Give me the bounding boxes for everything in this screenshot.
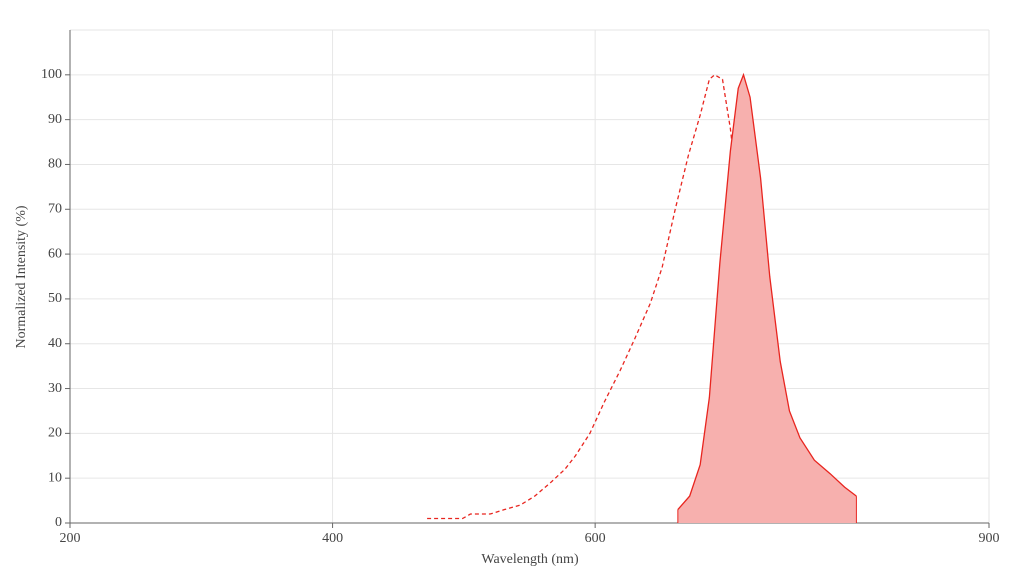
- line: [677, 72, 857, 510]
- x-tick-label: 400: [322, 531, 343, 546]
- y-tick-label: 10: [48, 470, 62, 485]
- y-tick-label: 30: [48, 381, 62, 396]
- y-tick-label: 90: [48, 112, 62, 127]
- y-tick-label: 40: [48, 336, 62, 351]
- y-tick-label: 70: [48, 201, 62, 216]
- y-tick-label: 60: [48, 246, 62, 261]
- x-tick-label: 600: [585, 531, 606, 546]
- x-tick-label: 900: [979, 531, 1000, 546]
- y-tick-label: 50: [48, 291, 62, 306]
- x-tick-label: 200: [60, 531, 81, 546]
- y-axis-label: Normalized Intensity (%): [14, 205, 29, 348]
- y-tick-label: 20: [48, 426, 62, 441]
- y-tick-label: 100: [41, 67, 62, 82]
- x-axis-label: Wavelength (nm): [481, 552, 579, 567]
- y-tick-label: 0: [55, 515, 62, 530]
- y-tick-label: 80: [48, 157, 62, 172]
- area: [677, 74, 857, 524]
